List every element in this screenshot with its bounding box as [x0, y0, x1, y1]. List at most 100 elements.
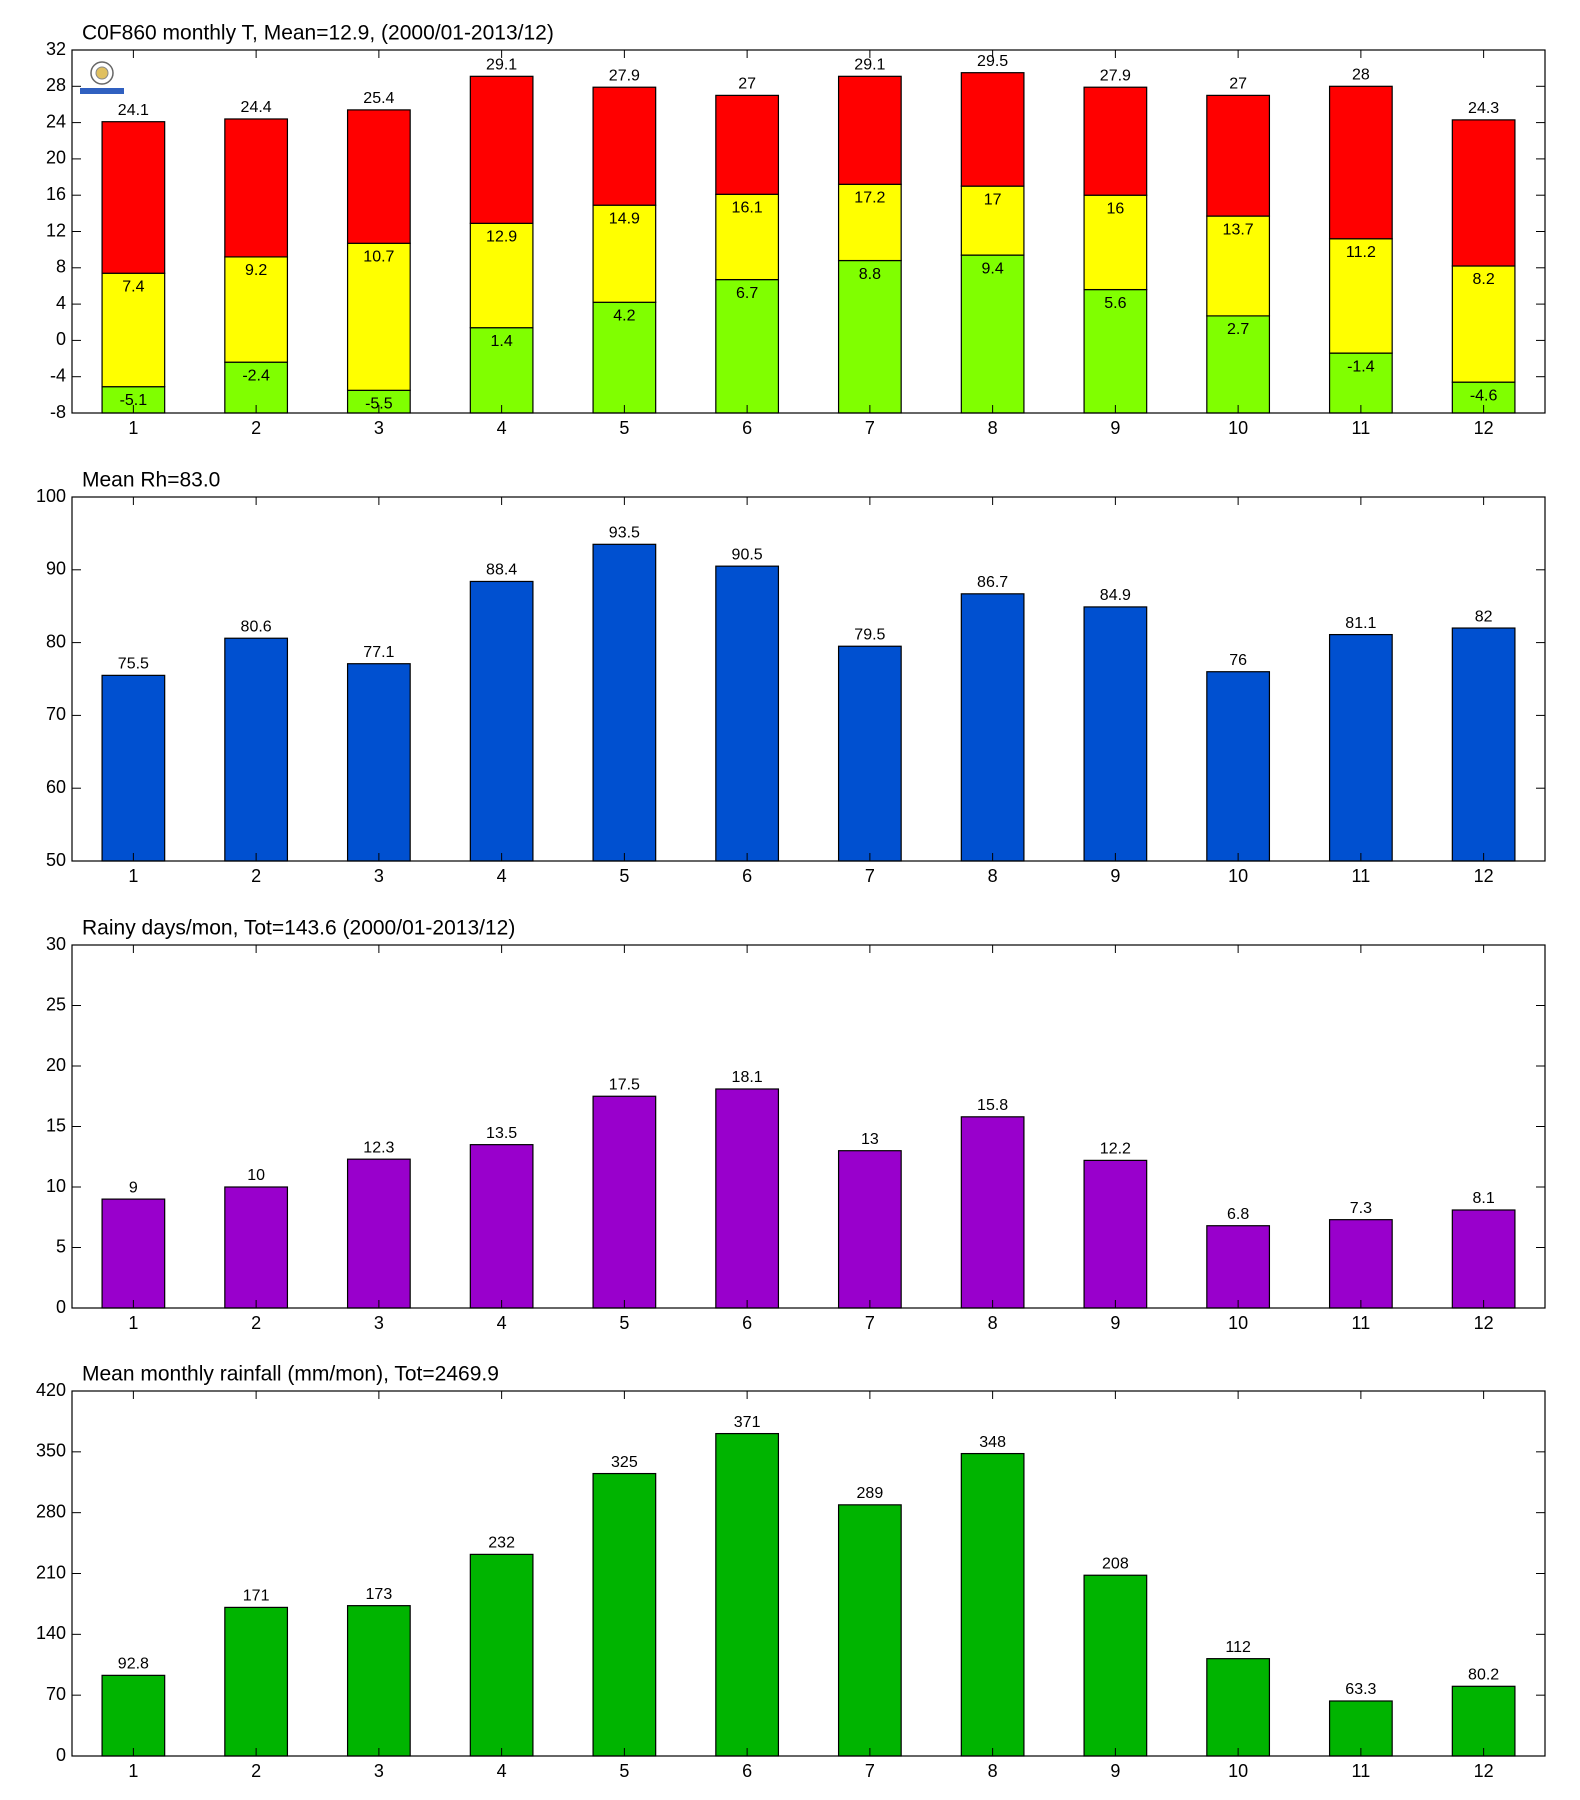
- value-label: 8.8: [859, 266, 881, 283]
- value-label: 6.8: [1227, 1206, 1249, 1223]
- value-label: 82: [1475, 608, 1493, 625]
- bar: [592, 86, 657, 206]
- bar: [837, 1150, 902, 1309]
- value-label: 325: [611, 1454, 638, 1471]
- x-tick-label: 6: [742, 1313, 752, 1333]
- y-tick-label: 50: [46, 850, 66, 870]
- x-tick-label: 8: [988, 1313, 998, 1333]
- x-tick-label: 8: [988, 1761, 998, 1781]
- bar: [224, 637, 289, 862]
- value-label: 81.1: [1345, 615, 1376, 632]
- x-tick-label: 1: [128, 418, 138, 438]
- value-label: 24.4: [241, 99, 272, 116]
- y-tick-label: 0: [56, 1297, 66, 1317]
- value-label: 80.2: [1468, 1667, 1499, 1684]
- y-tick-label: 28: [46, 75, 66, 95]
- bar: [469, 75, 534, 224]
- x-tick-label: 10: [1228, 418, 1248, 438]
- x-tick-label: 9: [1110, 866, 1120, 886]
- bar: [960, 185, 1025, 256]
- value-label: 90.5: [732, 546, 763, 563]
- x-tick-label: 12: [1474, 418, 1494, 438]
- y-tick-label: 32: [46, 39, 66, 59]
- bar: [101, 272, 166, 388]
- value-label: 76: [1229, 652, 1247, 669]
- value-label: 18.1: [732, 1069, 763, 1086]
- x-tick-label: 11: [1352, 1313, 1371, 1333]
- bar: [960, 254, 1025, 414]
- value-label: 80.6: [241, 618, 272, 635]
- bar: [592, 1095, 657, 1309]
- bar: [346, 663, 411, 862]
- value-label: 10: [247, 1167, 265, 1184]
- bar: [960, 1452, 1025, 1757]
- x-tick-label: 2: [251, 866, 261, 886]
- x-tick-label: 4: [497, 1761, 507, 1781]
- value-label: 9.2: [245, 262, 267, 279]
- value-label: 75.5: [118, 656, 149, 673]
- value-label: 28: [1352, 67, 1370, 84]
- y-tick-label: 12: [46, 220, 66, 240]
- x-tick-label: 4: [497, 866, 507, 886]
- bar: [715, 1088, 780, 1309]
- x-tick-label: 1: [128, 1761, 138, 1781]
- y-tick-label: 90: [46, 559, 66, 579]
- x-tick-label: 3: [374, 418, 384, 438]
- value-label: 15.8: [977, 1097, 1008, 1114]
- value-label: 13.5: [486, 1125, 517, 1142]
- value-label: 2.7: [1227, 321, 1249, 338]
- x-tick-label: 4: [497, 1313, 507, 1333]
- bar: [592, 1472, 657, 1757]
- y-tick-label: 350: [36, 1441, 66, 1461]
- x-tick-label: 3: [374, 1761, 384, 1781]
- bar: [1328, 1700, 1393, 1757]
- y-tick-label: 80: [46, 631, 66, 651]
- x-tick-label: 12: [1474, 1761, 1494, 1781]
- value-label: 7.3: [1350, 1200, 1372, 1217]
- bar: [960, 1116, 1025, 1309]
- value-label: 6.7: [736, 285, 758, 302]
- x-tick-label: 5: [619, 866, 629, 886]
- bar: [469, 222, 534, 329]
- value-label: 29.1: [486, 57, 517, 74]
- bar: [592, 204, 657, 303]
- bar: [1328, 633, 1393, 862]
- bar: [346, 109, 411, 244]
- bar: [1451, 1209, 1516, 1309]
- bar: [469, 1553, 534, 1757]
- value-label: 13: [861, 1131, 879, 1148]
- value-label: 27.9: [1100, 67, 1131, 84]
- x-tick-label: 3: [374, 1313, 384, 1333]
- x-tick-label: 11: [1352, 1761, 1371, 1781]
- x-tick-label: 8: [988, 418, 998, 438]
- y-tick-label: -4: [50, 365, 66, 385]
- x-tick-label: 6: [742, 1761, 752, 1781]
- value-label: 11.2: [1346, 244, 1376, 261]
- bar: [346, 1605, 411, 1757]
- value-label: 9.4: [982, 260, 1004, 277]
- bar: [101, 674, 166, 862]
- bar: [101, 1674, 166, 1757]
- bar: [224, 1606, 289, 1757]
- y-tick-label: 140: [36, 1623, 66, 1643]
- y-tick-label: 25: [46, 994, 66, 1014]
- bar: [592, 543, 657, 862]
- value-label: 232: [488, 1535, 515, 1552]
- bar: [837, 1504, 902, 1757]
- x-tick-label: 5: [619, 418, 629, 438]
- y-tick-label: 420: [36, 1380, 66, 1400]
- x-tick-label: 9: [1110, 418, 1120, 438]
- bar: [1451, 119, 1516, 267]
- value-label: 348: [979, 1434, 1006, 1451]
- x-tick-label: 3: [374, 866, 384, 886]
- logo: [80, 61, 124, 94]
- y-tick-label: 30: [46, 934, 66, 954]
- x-tick-label: 4: [497, 418, 507, 438]
- x-tick-label: 5: [619, 1313, 629, 1333]
- value-label: 77.1: [363, 644, 394, 661]
- bar: [346, 1158, 411, 1309]
- value-label: 88.4: [486, 562, 517, 579]
- bar: [101, 1198, 166, 1309]
- bar: [1206, 671, 1271, 862]
